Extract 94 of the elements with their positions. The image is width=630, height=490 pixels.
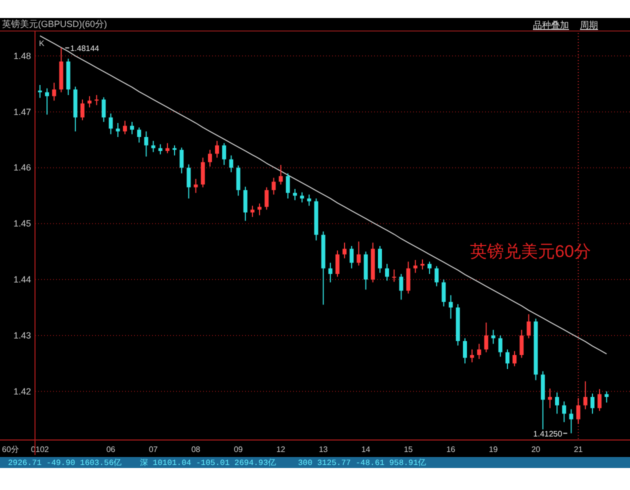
chart-title: 英镑美元(GBPUSD)(60分) <box>2 19 108 29</box>
candlestick <box>526 314 531 339</box>
x-tick-label: 07 <box>148 445 158 454</box>
candlestick <box>399 273 404 300</box>
candlestick <box>286 172 290 199</box>
candlestick <box>448 294 453 320</box>
candlestick <box>158 144 162 155</box>
candlestick <box>236 165 240 196</box>
candlestick <box>186 164 191 199</box>
candlestick <box>200 157 205 188</box>
candlestick <box>576 398 580 424</box>
text: 300 3125.77 -48.61 958.91亿 <box>298 458 426 468</box>
candlestick <box>144 130 148 158</box>
candlestick <box>442 279 446 307</box>
candlestick <box>562 400 566 423</box>
candlestick <box>604 390 609 404</box>
candlestick <box>413 259 418 274</box>
annotation: 英镑兑美元60分 <box>470 242 591 261</box>
candlestick <box>165 142 170 154</box>
x-tick-label: 06 <box>106 445 116 454</box>
text: 60分 <box>2 445 19 454</box>
text: 周期 <box>580 20 598 30</box>
text: 2926.71 -49.90 1603.56亿 <box>8 458 122 468</box>
candlestick <box>356 241 361 266</box>
candlestick <box>102 96 106 122</box>
line-series <box>39 35 608 354</box>
annotation: K <box>39 39 45 48</box>
candlestick <box>428 261 432 274</box>
x-tick-label: 15 <box>404 445 414 454</box>
candlestick <box>520 329 524 358</box>
annotation: 1.41250 <box>533 429 563 438</box>
candlestick <box>122 120 127 135</box>
y-tick-label: 1.45 <box>13 218 31 229</box>
x-tick-label: 14 <box>361 445 371 454</box>
y-tick-label: 1.43 <box>13 330 31 340</box>
candlestick <box>477 343 482 360</box>
candlestick <box>385 263 390 282</box>
x-tick-label: 13 <box>318 445 328 454</box>
candlestick <box>300 192 304 203</box>
x-tick-label: 12 <box>276 445 286 454</box>
candlestick <box>470 348 474 363</box>
x-tick-label: 09 <box>234 445 244 454</box>
candlestick <box>350 246 354 269</box>
candlestick <box>583 380 588 410</box>
candlestick <box>569 408 574 434</box>
candlestick <box>491 329 496 344</box>
candlestick <box>38 84 42 98</box>
candlestick <box>590 393 594 414</box>
candlestick <box>598 388 602 412</box>
y-tick-label: 1.48 <box>13 50 31 61</box>
y-tick-label: 1.42 <box>13 386 31 396</box>
candlestick <box>108 113 113 135</box>
text: 品种叠加 <box>533 20 569 30</box>
candlestick <box>229 154 234 173</box>
candlestick <box>555 392 560 414</box>
candlestick <box>335 250 340 278</box>
candlestick <box>498 334 502 358</box>
candlestick <box>250 205 254 218</box>
y-tick-label: 1.44 <box>13 274 31 285</box>
text: 深 10101.04 -105.01 2694.93亿 <box>140 458 276 468</box>
candlestick <box>434 266 439 287</box>
y-tick-label: 1.47 <box>13 106 31 117</box>
candlestick <box>137 126 142 144</box>
candlestick <box>80 99 84 121</box>
candlestick <box>406 261 410 294</box>
x-tick-label: 20 <box>531 445 541 454</box>
candlestick <box>264 186 269 210</box>
candlestick <box>88 96 92 108</box>
candlestick <box>194 178 198 194</box>
candlestick <box>307 194 312 206</box>
y-tick-label: 1.46 <box>13 162 31 173</box>
candlestick <box>116 122 120 138</box>
candlestick <box>462 338 467 364</box>
candlestick <box>512 350 517 367</box>
candlestick <box>172 144 177 156</box>
candlestick <box>243 186 248 222</box>
candlestick <box>215 140 220 158</box>
candlestick <box>278 164 283 186</box>
candlestick <box>328 262 332 283</box>
candlestick <box>342 242 347 259</box>
x-tick-label: 16 <box>446 445 456 454</box>
candlestick <box>392 268 396 282</box>
candlestick <box>222 142 226 166</box>
candlestick <box>180 147 184 174</box>
candlestick <box>52 82 56 102</box>
candlestick <box>484 322 488 353</box>
candlestick <box>272 177 276 196</box>
x-tick-label: 19 <box>488 445 498 454</box>
candlestick <box>505 348 510 370</box>
candlestick <box>378 246 382 274</box>
candlestick <box>208 149 212 168</box>
annotation: 1.48144 <box>70 44 100 53</box>
x-tick-label: 21 <box>574 445 584 454</box>
x-tick-label: 08 <box>191 445 201 454</box>
